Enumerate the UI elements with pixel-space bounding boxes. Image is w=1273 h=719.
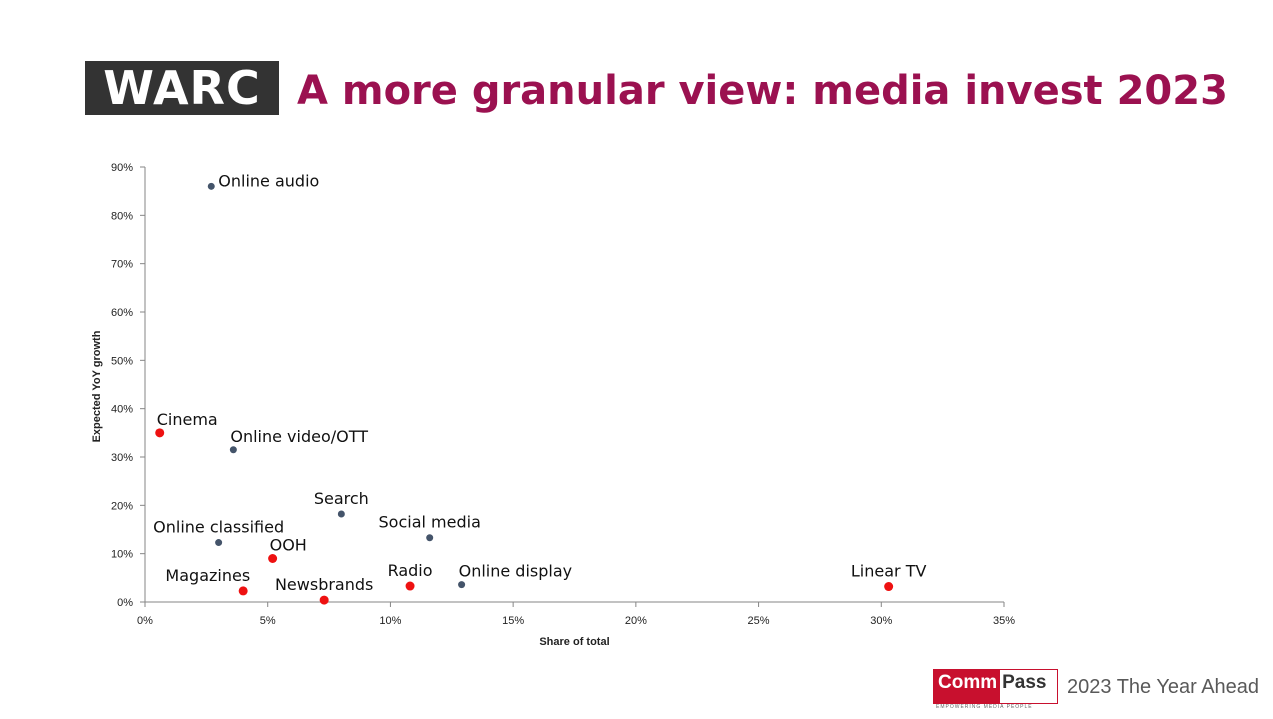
y-tick-label: 80% [111,210,133,222]
x-tick-label: 30% [870,615,892,627]
y-axis-title: Expected YoY growth [91,330,103,442]
data-point [319,595,329,605]
y-tick-label: 20% [111,500,133,512]
commpass-logo-right: Pass [1000,670,1049,703]
y-tick-label: 50% [111,355,133,367]
y-tick-label: 90% [111,162,133,174]
y-tick-label: 30% [111,452,133,464]
data-label: Online video/OTT [230,427,368,446]
footer-text: 2023 The Year Ahead [1067,676,1260,698]
data-point [426,534,434,542]
x-tick-label: 0% [137,615,153,627]
data-label: Cinema [157,410,218,429]
data-point [207,182,215,190]
data-label: Online display [459,562,573,581]
commpass-tagline: EMPOWERING MEDIA PEOPLE [936,704,1033,710]
data-point [215,539,223,547]
x-tick-label: 5% [260,615,276,627]
data-point [229,446,237,454]
x-axis-title: Share of total [539,636,609,648]
data-point [238,586,248,596]
x-tick-label: 15% [502,615,524,627]
y-tick-label: 40% [111,404,133,416]
page-title: A more granular view: media invest 2023 [297,68,1228,114]
data-label: Online audio [218,171,319,190]
data-point [337,510,345,518]
data-point [268,554,278,563]
y-tick-label: 70% [111,259,133,271]
data-label: Magazines [165,566,250,585]
y-tick-label: 60% [111,307,133,319]
y-tick-label: 10% [111,549,133,561]
x-tick-label: 10% [379,615,401,627]
data-label: OOH [270,536,307,555]
commpass-logo-left: Comm [934,670,1001,703]
commpass-logo: Comm Pass [933,669,1058,704]
data-label: Radio [388,561,433,580]
warc-logo: WARC [85,61,279,115]
data-label: Linear TV [851,562,927,581]
data-point [155,428,165,438]
data-point [405,581,415,591]
data-label: Newsbrands [275,575,373,594]
data-point [458,581,466,589]
x-tick-label: 25% [748,615,770,627]
data-label: Search [314,489,369,508]
x-tick-label: 35% [993,615,1015,627]
data-label: Online classified [153,518,284,537]
data-point [884,582,894,592]
data-label: Social media [379,513,481,532]
x-tick-label: 20% [625,615,647,627]
y-tick-label: 0% [117,597,133,609]
